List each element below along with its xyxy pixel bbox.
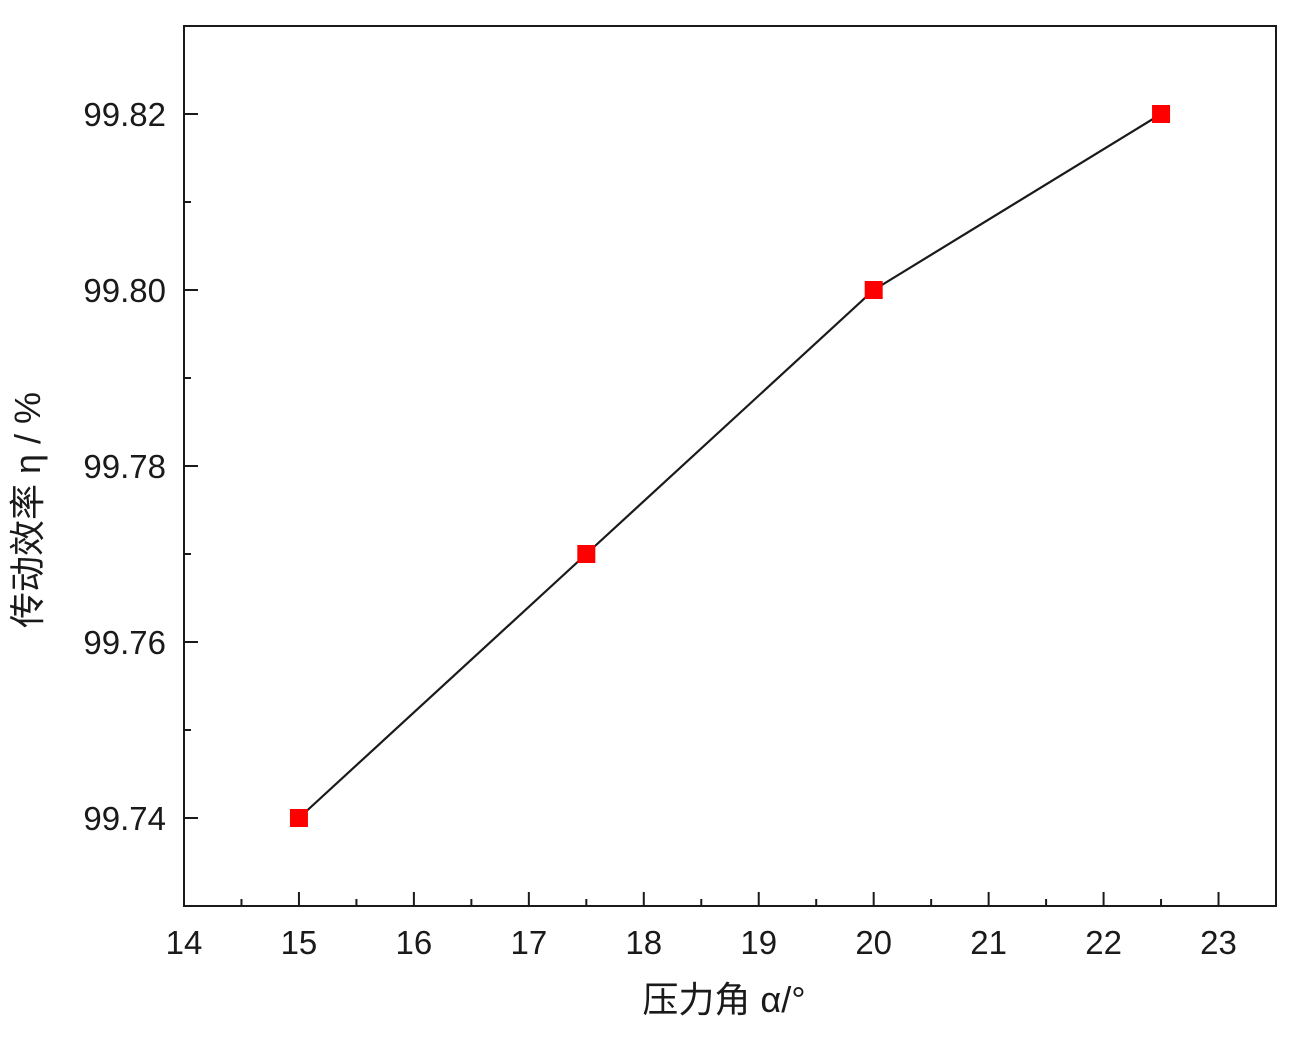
x-tick-label: 23 <box>1200 924 1237 961</box>
y-tick-label: 99.78 <box>83 448 166 485</box>
y-tick-label: 99.74 <box>83 800 166 837</box>
data-point <box>289 809 308 827</box>
x-tick-label: 21 <box>970 924 1007 961</box>
data-point <box>1152 105 1171 123</box>
series-line <box>298 113 1162 819</box>
x-tick-label: 17 <box>510 924 547 961</box>
y-tick-label: 99.76 <box>83 624 166 661</box>
x-tick-label: 19 <box>740 924 777 961</box>
x-tick-label: 22 <box>1085 924 1122 961</box>
data-point <box>577 545 596 563</box>
y-axis-ticks: 99.74 99.76 99.78 99.80 99.82 <box>83 96 198 837</box>
data-point <box>864 281 883 299</box>
series-layer <box>289 105 1171 827</box>
y-tick-label: 99.80 <box>83 272 166 309</box>
y-axis-title: 传动效率 η / % <box>7 392 48 628</box>
x-tick-label: 16 <box>396 924 433 961</box>
x-tick-label: 15 <box>281 924 318 961</box>
x-tick-label: 18 <box>625 924 662 961</box>
x-axis-title: 压力角 α/° <box>642 979 805 1020</box>
x-axis-ticks: 14 15 16 17 18 19 20 21 22 23 <box>166 892 1237 961</box>
x-tick-label: 14 <box>166 924 203 961</box>
x-tick-label: 20 <box>855 924 892 961</box>
y-tick-label: 99.82 <box>83 96 166 133</box>
